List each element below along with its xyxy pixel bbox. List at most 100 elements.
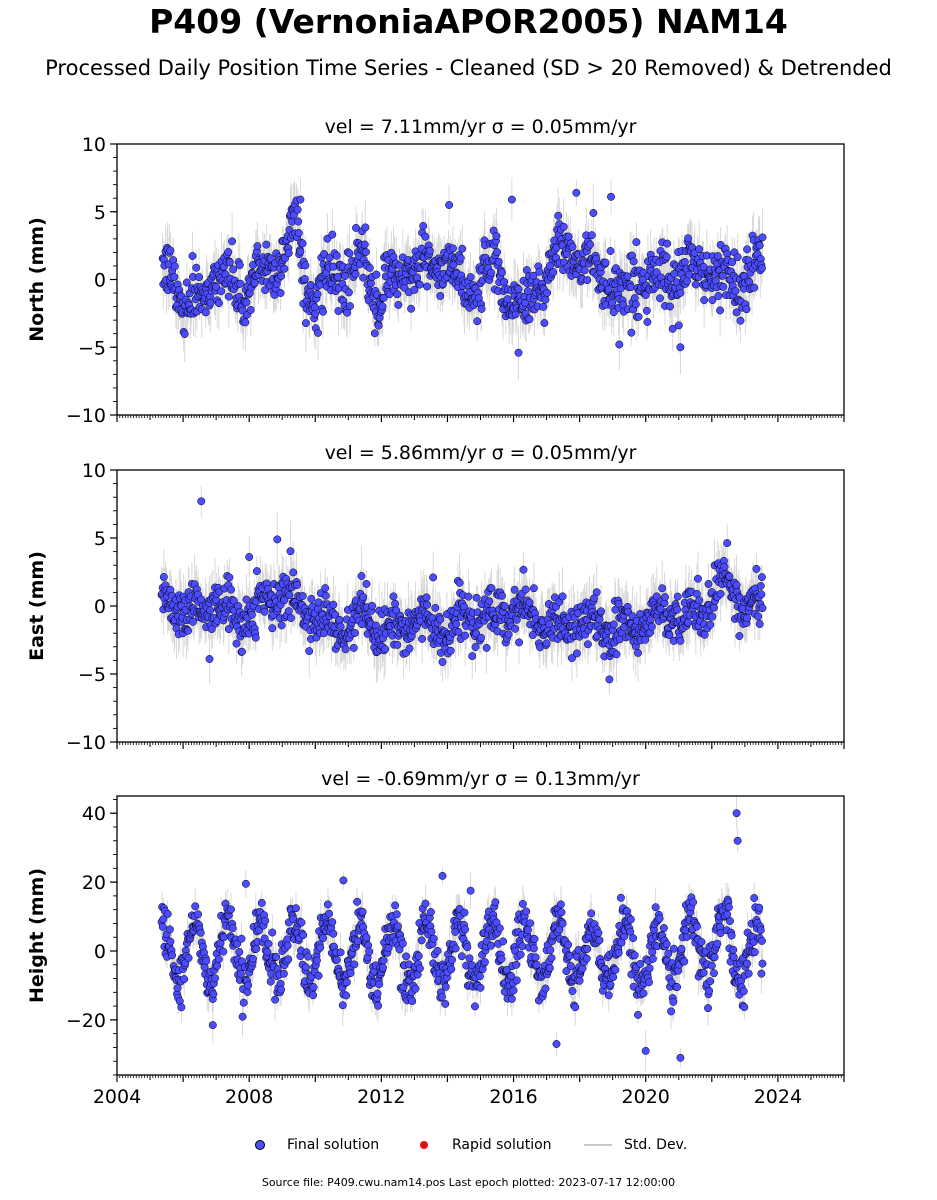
data-point <box>277 272 286 280</box>
east-y-tick-label: 10 <box>82 460 106 482</box>
data-point <box>280 264 289 273</box>
data-point <box>449 244 457 253</box>
data-point <box>704 580 713 588</box>
data-point <box>623 272 632 281</box>
data-point <box>251 633 260 642</box>
data-point <box>641 635 650 644</box>
data-point <box>580 266 589 275</box>
data-point <box>341 272 349 280</box>
data-point <box>415 280 424 289</box>
data-point <box>410 285 419 294</box>
data-point <box>345 249 354 258</box>
data-point <box>419 222 428 230</box>
data-point <box>559 222 568 231</box>
data-point <box>280 596 289 605</box>
data-point <box>366 279 375 288</box>
data-point <box>540 319 549 327</box>
data-point <box>674 321 683 330</box>
data-point <box>699 262 708 271</box>
data-point <box>567 654 576 663</box>
data-point <box>431 603 440 612</box>
data-point <box>170 273 179 281</box>
data-point <box>706 620 715 629</box>
data-point <box>507 195 516 204</box>
data-point <box>445 201 454 209</box>
data-point <box>511 624 520 633</box>
data-point <box>261 286 270 295</box>
data-point <box>535 267 544 276</box>
data-point <box>232 639 241 648</box>
data-point <box>212 282 221 291</box>
data-point <box>554 211 563 220</box>
data-point <box>542 639 551 648</box>
data-point <box>359 273 368 282</box>
north-y-tick-label: 5 <box>94 202 106 224</box>
north-points <box>158 188 767 357</box>
data-point <box>676 343 685 352</box>
data-point <box>592 588 601 597</box>
data-point <box>346 302 354 311</box>
data-point <box>758 233 767 242</box>
data-point <box>503 295 512 304</box>
north-y-tick-label: 10 <box>82 134 106 156</box>
data-point <box>344 288 353 297</box>
data-point <box>597 607 606 616</box>
east-y-tick-label: 0 <box>94 596 106 618</box>
data-point <box>350 629 359 637</box>
data-point <box>273 535 282 544</box>
data-point <box>583 276 592 285</box>
north-data <box>158 177 767 381</box>
data-point <box>510 585 519 594</box>
data-point <box>217 287 226 296</box>
data-point <box>313 290 322 299</box>
data-point <box>214 299 223 308</box>
data-point <box>473 317 482 326</box>
east-y-tick-label: 5 <box>94 528 106 550</box>
north-y-label: North (mm) <box>26 217 48 342</box>
data-point <box>549 268 558 277</box>
east-panel-title: vel = 5.86mm/yr σ = 0.05mm/yr <box>325 442 637 464</box>
data-point <box>733 253 742 262</box>
data-point <box>756 581 765 590</box>
data-point <box>436 292 445 300</box>
data-point <box>310 303 319 312</box>
data-point <box>482 643 491 652</box>
data-point <box>381 645 390 654</box>
data-point <box>184 626 192 635</box>
data-point <box>757 590 766 599</box>
data-point <box>713 252 722 261</box>
data-point <box>514 285 523 294</box>
data-point <box>370 329 379 338</box>
data-point <box>608 298 617 307</box>
data-point <box>529 584 538 593</box>
data-point <box>663 239 672 248</box>
data-point <box>253 242 262 251</box>
data-point <box>668 324 677 333</box>
data-point <box>492 232 501 241</box>
data-point <box>512 615 521 624</box>
data-point <box>287 614 295 622</box>
data-point <box>485 597 494 606</box>
data-point <box>586 240 595 249</box>
data-point <box>612 650 621 659</box>
data-point <box>285 591 294 600</box>
data-point <box>361 248 370 256</box>
data-point <box>389 592 398 601</box>
data-point <box>714 292 723 300</box>
data-point <box>413 273 422 282</box>
data-point <box>558 592 567 601</box>
east-y-tick-label: −5 <box>78 664 106 686</box>
data-point <box>477 633 486 642</box>
data-point <box>305 647 314 656</box>
east-data <box>157 485 767 695</box>
data-point <box>487 268 495 277</box>
data-point <box>307 594 316 603</box>
data-point <box>301 261 310 270</box>
data-point <box>758 604 767 613</box>
data-point <box>446 646 455 655</box>
data-point <box>407 304 416 313</box>
height-data <box>157 796 767 1072</box>
data-point <box>277 621 286 630</box>
data-point <box>391 599 400 608</box>
data-point <box>286 547 295 556</box>
